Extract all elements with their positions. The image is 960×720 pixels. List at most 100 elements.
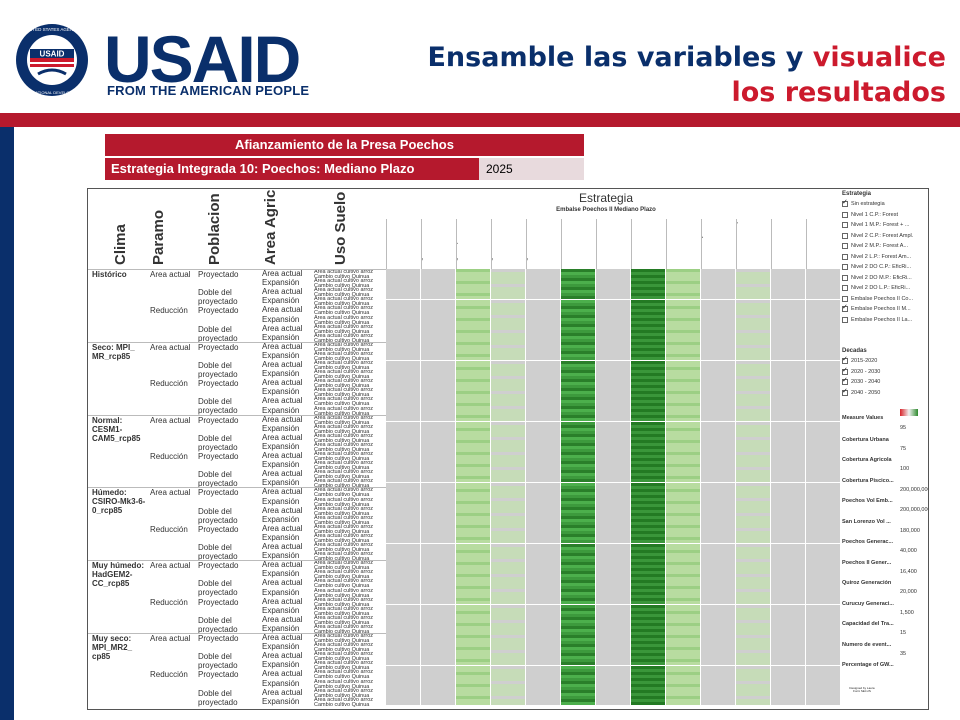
checkbox[interactable] bbox=[842, 285, 848, 291]
measure-value: 95 bbox=[900, 425, 907, 431]
measure-value: 100 bbox=[900, 466, 910, 472]
legend-decade-item[interactable]: 2030 - 2040 bbox=[842, 376, 926, 389]
legend-decade-item[interactable]: 2015-2020 bbox=[842, 355, 926, 368]
uso-suelo-label: Area actual cultivo arroz bbox=[314, 669, 373, 676]
climate-label: Muy seco: MPI_MR2_ cp85 bbox=[92, 634, 133, 661]
legend-strategy-item[interactable]: Nivel 1 C.P.: Forest bbox=[842, 211, 926, 222]
area-agric-label: Area actual bbox=[262, 523, 303, 533]
poblacion-label: Doble del proyectado bbox=[198, 397, 238, 416]
uso-suelo-label: Area actual cultivo arroz bbox=[314, 660, 373, 667]
legend-strategy-item[interactable]: Nivel 2 L.P.: Forest Am... bbox=[842, 253, 926, 264]
paramo-label: Reducción bbox=[150, 452, 188, 461]
checkbox[interactable] bbox=[842, 274, 848, 281]
checkbox[interactable] bbox=[842, 295, 848, 302]
area-agric-label: Expansión bbox=[262, 387, 300, 397]
area-agric-label: Expansión bbox=[262, 350, 300, 360]
heatmap-column bbox=[736, 269, 770, 707]
climate-label: Muy húmedo: HadGEM2- CC_rcp85 bbox=[92, 561, 144, 589]
legend-strategy-item[interactable]: Sin estrategia bbox=[842, 198, 926, 211]
checkbox[interactable] bbox=[842, 303, 848, 312]
area-agric-label: Area actual bbox=[262, 323, 303, 333]
poblacion-label: Proyectado bbox=[198, 306, 239, 316]
heatmap-cell bbox=[806, 702, 840, 707]
legend-strategy-item[interactable]: Nivel 2 C.P.: Forest Ampl. bbox=[842, 232, 926, 243]
checkbox[interactable] bbox=[842, 316, 848, 323]
uso-suelo-label: Cambio cultivo Quinua bbox=[314, 292, 370, 299]
column-header: Dif. Vulnerabilidad Generacion Quiroz bbox=[701, 219, 737, 269]
strategy-year[interactable]: 2025 bbox=[479, 158, 584, 180]
legend-strategy-item[interactable]: Nivel 2 DO L.P.: EficRi... bbox=[842, 284, 926, 295]
legend-strategy-item[interactable]: Embalse Poechos II La... bbox=[842, 316, 926, 327]
poblacion-label: Proyectado bbox=[198, 415, 239, 425]
uso-suelo-label: Area actual cultivo arroz bbox=[314, 396, 373, 403]
area-agric-label: Expansión bbox=[262, 569, 300, 579]
uso-suelo-label: Cambio cultivo Quinua bbox=[314, 501, 370, 508]
legend-strategy-label: Nivel 1 C.P.: Forest bbox=[851, 211, 898, 218]
uso-suelo-label: Area actual cultivo arroz bbox=[314, 505, 373, 512]
uso-suelo-label: Area actual cultivo arroz bbox=[314, 633, 373, 639]
checkbox[interactable] bbox=[842, 211, 848, 218]
measure-label: Quiroz Generación bbox=[842, 580, 892, 586]
uso-suelo-label: Cambio cultivo Quinua bbox=[314, 346, 370, 353]
legend-strategy-item[interactable]: Nivel 2 M.P.: Forest A... bbox=[842, 242, 926, 253]
legend-strategy-item[interactable]: Embalse Poechos II M... bbox=[842, 303, 926, 316]
uso-suelo-label: Cambio cultivo Quinua bbox=[314, 355, 370, 362]
checkbox[interactable] bbox=[842, 387, 848, 396]
area-agric-label: Area actual bbox=[262, 542, 303, 551]
checkbox[interactable] bbox=[842, 376, 848, 385]
checkbox[interactable] bbox=[842, 198, 848, 207]
area-agric-label: Expansión bbox=[262, 278, 300, 288]
poblacion-label: Proyectado bbox=[198, 561, 239, 571]
measure-values-title: Measure Values bbox=[842, 415, 884, 421]
heatmap-cell bbox=[386, 702, 420, 707]
uso-suelo-label: Area actual cultivo arroz bbox=[314, 587, 373, 594]
paramo-label: Reducción bbox=[150, 524, 188, 534]
measure-item: Poechos II Gener... 40,000 bbox=[842, 548, 926, 569]
legend-strategy-label: Embalse Poechos II La... bbox=[851, 316, 913, 323]
uso-suelo-label: Cambio cultivo Quinua bbox=[314, 628, 370, 635]
uso-suelo-label: Cambio cultivo Quinua bbox=[314, 410, 370, 417]
uso-suelo-label: Area actual cultivo arroz bbox=[314, 532, 373, 539]
legend-decade-item[interactable]: 2040 - 2050 bbox=[842, 387, 926, 400]
checkbox[interactable] bbox=[842, 232, 848, 239]
checkbox[interactable] bbox=[842, 253, 848, 260]
uso-suelo-label: Area actual cultivo arroz bbox=[314, 696, 373, 703]
checkbox[interactable] bbox=[842, 264, 848, 270]
uso-suelo-label: Cambio cultivo Quinua bbox=[314, 683, 370, 690]
heatmap-cell bbox=[631, 702, 665, 707]
measure-label: Curucuy Generaci... bbox=[842, 600, 894, 607]
legend-strategy-item[interactable]: Embalse Poechos II Co... bbox=[842, 295, 926, 306]
paramo-label: Area actual bbox=[150, 561, 191, 571]
measure-item: Numero de event... 15 bbox=[842, 630, 926, 651]
legend-strategy-item[interactable]: Nivel 2 DO C.P.: EficRi... bbox=[842, 263, 926, 274]
climate-label: Histórico bbox=[92, 270, 127, 279]
legend-strategy-label: Nivel 2 DO M.P.: EficRi... bbox=[851, 274, 912, 281]
uso-suelo-label: Cambio cultivo Quinua bbox=[314, 537, 370, 544]
area-agric-label: Area actual bbox=[262, 633, 303, 642]
legend-strategy-item[interactable]: Nivel 2 DO M.P.: EficRi... bbox=[842, 274, 926, 285]
measure-item: San Lorenzo Vol ... 200,000,000 bbox=[842, 507, 928, 528]
uso-suelo-label: Area actual cultivo arroz bbox=[314, 542, 373, 548]
uso-suelo-label: Cambio cultivo Quinua bbox=[314, 556, 370, 563]
checkbox[interactable] bbox=[842, 366, 848, 375]
uso-suelo-label: Cambio cultivo Quinua bbox=[314, 437, 370, 444]
poblacion-label: Proyectado bbox=[198, 634, 239, 643]
measure-label: Poechos Vol Emb... bbox=[842, 498, 893, 504]
uso-suelo-label: Area actual cultivo arroz bbox=[314, 451, 373, 457]
legend-strategy-item[interactable]: Nivel 1 M.P.: Forest + ... bbox=[842, 221, 926, 232]
measure-value: 200,000,000 bbox=[900, 486, 929, 493]
strategy-label: Estrategia Integrada 10: Poechos: Median… bbox=[105, 158, 479, 180]
title-part-3: los resultados bbox=[731, 77, 946, 108]
legend-decade-label: 2015-2020 bbox=[851, 358, 878, 364]
legend-decade-item[interactable]: 2020 - 2030 bbox=[842, 366, 926, 379]
uso-suelo-label: Area actual cultivo arroz bbox=[314, 596, 373, 603]
uso-suelo-label: Cambio cultivo Quinua bbox=[314, 547, 370, 553]
tableau-viz: Clima Paramo Poblacion Area Agric Uso Su… bbox=[87, 188, 929, 710]
legend-panel: Estrategia Sin estrategia Nivel 1 C.P.: F… bbox=[842, 191, 929, 707]
checkbox[interactable] bbox=[842, 222, 848, 228]
checkbox[interactable] bbox=[842, 243, 848, 249]
checkbox[interactable] bbox=[842, 355, 848, 364]
uso-suelo-label: Area actual cultivo arroz bbox=[314, 387, 373, 394]
uso-suelo-label: Area actual cultivo arroz bbox=[314, 623, 373, 630]
column-header-label: Dif. Vulnerabilidad Generacion Poechos I… bbox=[666, 264, 669, 267]
